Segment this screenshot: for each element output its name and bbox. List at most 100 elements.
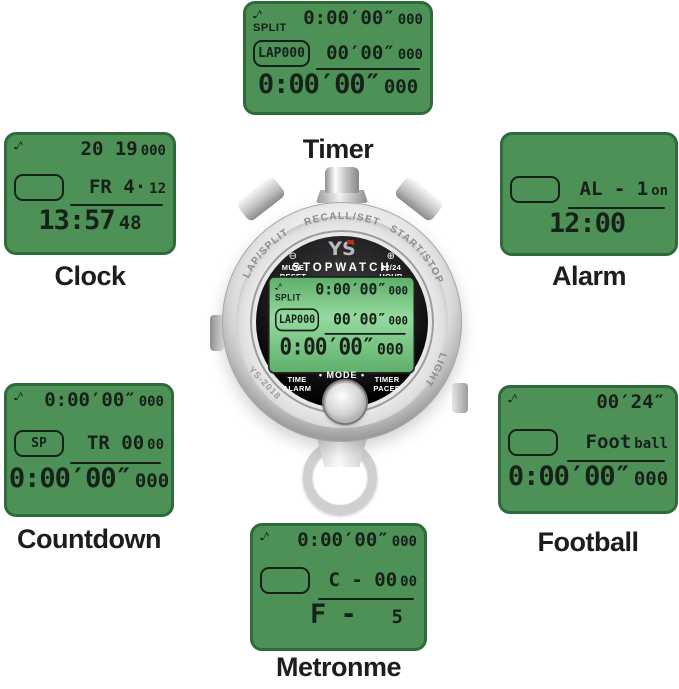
timer-label: Timer xyxy=(302,134,374,164)
brand-text: STOPWATCH xyxy=(292,262,392,274)
music-note-icon: ♪ xyxy=(249,6,265,25)
top-digits-main: 0:00′00″ xyxy=(44,389,136,411)
lap-box xyxy=(14,173,64,201)
lcd-row-middle: AL - 1 on xyxy=(510,173,668,206)
music-note-icon: ♪ xyxy=(256,528,272,547)
stopwatch: RECALL/SET LAP/SPLIT START/STOP LIGHT YS… xyxy=(210,165,470,525)
metronme-display: ♪ 0:00′00″ 000 C - 00 00 F - 5 xyxy=(250,523,427,651)
lcd-row-middle: FR 4· 12 xyxy=(14,171,166,202)
middle-digits-small: 00 xyxy=(147,436,164,453)
hour-icon: ⊕ xyxy=(386,251,396,262)
svg-text:LIGHT: LIGHT xyxy=(422,351,448,389)
bottom-digits-main: 0:00′00″ xyxy=(257,69,381,100)
bottom-digits-main: 0:00′00″ xyxy=(507,461,631,493)
middle-digits-small: on xyxy=(651,183,668,200)
lcd-icon-area: ♪ xyxy=(256,528,272,547)
bottom-digits-main: 0:00′00″ xyxy=(279,334,374,361)
lcd-middle-digits: Foot ball xyxy=(586,433,668,452)
top-digits-main: 20 19 xyxy=(80,138,138,160)
lcd-middle-digits: AL - 1 on xyxy=(580,180,669,199)
clock-label: Clock xyxy=(54,261,126,291)
top-digits-small: 000 xyxy=(391,534,417,550)
lcd-middle-digits: TR 00 00 xyxy=(86,431,164,454)
lap-box-text: LAP000 xyxy=(258,45,305,61)
recall-set-crown xyxy=(325,167,359,193)
logo-text: YS xyxy=(328,238,356,260)
bottom-digits-main: 12:00 xyxy=(548,208,626,240)
middle-digits-small: 000 xyxy=(388,314,409,329)
lcd-row-middle: Foot ball xyxy=(508,426,668,459)
music-note-icon: ♪ xyxy=(504,390,520,409)
time-alarm-label: TIME ALARM xyxy=(274,375,320,393)
svg-text:START/STOP: START/STOP xyxy=(388,223,446,285)
lap-box-text: LAP000 xyxy=(278,313,316,327)
bottom-digits-small: 5 xyxy=(391,605,403,628)
bottom-digits-small: 48 xyxy=(118,211,142,234)
lcd-top-digits: 0:00′00″ 000 xyxy=(315,282,408,298)
lcd-row-bottom: 0:00′00″ 000 xyxy=(275,336,408,367)
light-button xyxy=(452,383,468,413)
lcd-row-bottom: 12:00 xyxy=(510,210,668,247)
lcd-icon-area: ♪ SPLIT xyxy=(273,280,302,304)
split-label: SPLIT xyxy=(274,293,302,304)
lap-box: SP xyxy=(14,429,64,457)
lcd-divider xyxy=(318,597,414,600)
lcd-row-top xyxy=(510,140,668,173)
lcd-row-bottom: 0:00′00″ 000 xyxy=(9,465,169,508)
top-digits-small: 000 xyxy=(140,143,166,159)
middle-digits-main: 00′00″ xyxy=(333,310,387,329)
middle-digits-small: 12 xyxy=(149,180,166,197)
watch-face: YS STOPWATCH ⊖ MUTE RESET ⊕ 12/24 HOUR ♪… xyxy=(256,236,428,408)
lcd-middle-digits: 00′00″ 000 xyxy=(333,310,409,329)
crown-base xyxy=(316,190,368,203)
lap-box-text: SP xyxy=(31,435,47,451)
logo-accent xyxy=(347,240,355,244)
timer-display: ♪ SPLIT 0:00′00″ 000 LAP000 00′00″ 000 0… xyxy=(243,1,433,115)
lcd-middle-digits: FR 4· 12 xyxy=(88,175,166,198)
lcd-row-middle: LAP000 00′00″ 000 xyxy=(253,39,423,67)
top-digits-main: 0:00′00″ xyxy=(303,7,395,29)
hour-line1: 12/24 xyxy=(380,263,402,272)
bottom-digits-main: F - xyxy=(310,598,357,630)
timer-line: TIMER xyxy=(374,375,400,384)
mute-icon: ⊖ xyxy=(288,251,298,262)
light-engraving: LIGHT xyxy=(422,351,447,389)
metronme-label: Metronme xyxy=(275,652,402,682)
middle-digits-main: AL - 1 xyxy=(579,178,649,201)
time-line: TIME xyxy=(287,375,307,384)
lcd-row-top: ♪ 0:00′00″ 000 xyxy=(10,388,164,426)
middle-digits-main: 00′00″ xyxy=(326,41,395,64)
lcd-icon-area: ♪ SPLIT xyxy=(249,6,287,34)
lcd-middle-digits: C - 00 00 xyxy=(329,570,418,590)
alarm-line: ALARM xyxy=(282,384,312,393)
bezel-engravings: RECALL/SET LAP/SPLIT START/STOP LIGHT xyxy=(241,211,448,389)
lcd-row-top: ♪ 0:00′00″ 000 xyxy=(256,528,417,564)
brand-logo: YS xyxy=(256,240,428,259)
lap-box xyxy=(508,429,558,457)
lcd-row-middle: C - 00 00 xyxy=(260,564,417,597)
football-label: Football xyxy=(537,527,639,557)
middle-digits-main: TR 00 xyxy=(86,431,145,454)
countdown-label: Countdown xyxy=(17,524,161,554)
top-digits-small: 000 xyxy=(388,284,409,299)
split-label: SPLIT xyxy=(253,22,287,34)
lcd-top-digits: 00′24″ xyxy=(596,393,668,412)
lcd-row-bottom: 0:00′00″ 000 xyxy=(253,71,423,106)
lcd-divider xyxy=(315,68,420,70)
clock-display: ♪ 20 19 000 FR 4· 12 13:57 48 xyxy=(4,132,176,255)
lcd-row-bottom: 13:57 48 xyxy=(14,207,166,246)
lcd-row-top: ♪ 00′24″ xyxy=(504,390,668,426)
svg-text:RECALL/SET: RECALL/SET xyxy=(303,211,382,229)
lcd-divider xyxy=(568,207,665,210)
top-digits-main: 0:00′00″ xyxy=(315,280,387,299)
middle-digits-main: FR 4· xyxy=(88,175,147,198)
pacer-line: PACER xyxy=(373,384,401,393)
middle-digits-small: ball xyxy=(634,436,668,453)
top-digits-small: 000 xyxy=(138,394,164,410)
music-note-icon: ♪ xyxy=(10,388,26,407)
lap-box: LAP000 xyxy=(274,308,320,332)
lap-box xyxy=(510,176,560,204)
bottom-digits-main: 13:57 xyxy=(38,204,115,236)
left-side-button xyxy=(210,315,224,351)
lcd-divider xyxy=(69,461,161,464)
